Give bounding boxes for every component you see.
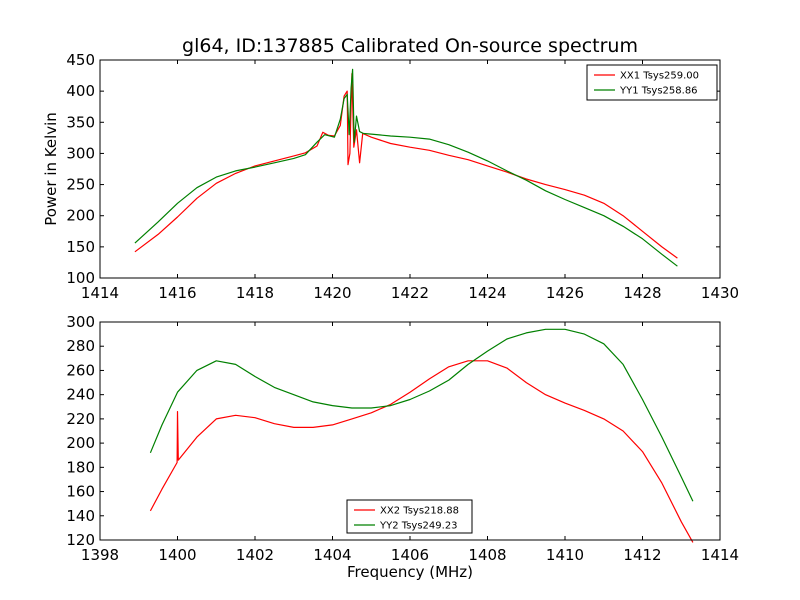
y-tick-label: 180 (66, 458, 95, 476)
y-tick-label: 100 (66, 269, 95, 287)
x-tick-label: 1400 (158, 546, 196, 564)
chart-title: gl64, ID:137885 Calibrated On-source spe… (182, 35, 638, 57)
x-tick-label: 1422 (391, 284, 429, 302)
y-tick-label: 250 (66, 176, 95, 194)
series-line-2-panel-1 (134, 68, 678, 267)
series-line-1-panel-1 (134, 73, 678, 259)
x-tick-label: 1418 (236, 284, 274, 302)
y-tick-label: 300 (66, 313, 95, 331)
y-tick-label: 150 (66, 238, 95, 256)
legend-label: XX2 Tsys218.88 (380, 506, 459, 517)
series-line-1-panel-2 (149, 360, 694, 543)
x-tick-label: 1406 (391, 546, 429, 564)
y-tick-label: 450 (66, 51, 95, 69)
x-axis-label: Frequency (MHz) (347, 563, 473, 581)
y-tick-label: 120 (66, 531, 95, 549)
legend-box (586, 64, 718, 101)
y-axis-label: Power in Kelvin (42, 112, 60, 226)
y-tick-label: 160 (66, 483, 95, 501)
y-tick-label: 350 (66, 113, 95, 131)
y-tick-label: 400 (66, 82, 95, 100)
y-tick-label: 260 (66, 361, 95, 379)
x-tick-label: 1410 (546, 546, 584, 564)
y-tick-label: 220 (66, 410, 95, 428)
y-tick-label: 300 (66, 144, 95, 162)
legend-box (346, 499, 473, 534)
x-tick-label: 1416 (158, 284, 196, 302)
x-tick-label: 1408 (468, 546, 506, 564)
x-tick-label: 1412 (623, 546, 661, 564)
legend-label: YY1 Tsys258.86 (619, 86, 698, 97)
series-line-2-panel-2 (149, 328, 694, 502)
legend-label: XX1 Tsys259.00 (620, 71, 699, 82)
x-tick-label: 1414 (701, 546, 739, 564)
top-chart-panel: 1414 1416 1418 1420 1422 1424 1426 1428 1430 100 1… (42, 51, 739, 302)
x-tick-label: 1420 (313, 284, 351, 302)
y-tick-label: 200 (66, 434, 95, 452)
x-tick-label: 1404 (313, 546, 351, 564)
y-tick-label: 280 (66, 337, 95, 355)
x-tick-label: 1402 (236, 546, 274, 564)
y-tick-label: 200 (66, 207, 95, 225)
x-tick-label: 1428 (623, 284, 661, 302)
x-tick-label: 1424 (468, 284, 506, 302)
x-tick-label: 1426 (546, 284, 584, 302)
x-tick-label: 1398 (81, 546, 119, 564)
x-tick-label: 1414 (81, 284, 119, 302)
x-tick-label: 1430 (701, 284, 739, 302)
y-tick-label: 240 (66, 386, 95, 404)
bottom-chart-panel: 1398 1400 1402 1404 1406 1408 1410 1412 1414 120 1… (66, 313, 739, 564)
y-tick-label: 140 (66, 507, 95, 525)
legend-label: YY2 Tsys249.23 (379, 521, 458, 532)
